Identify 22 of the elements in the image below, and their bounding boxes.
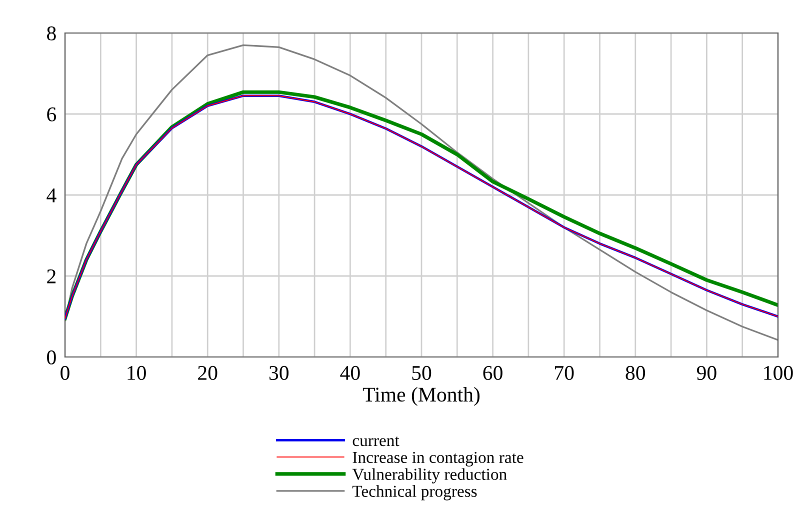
legend-label: current	[352, 436, 400, 446]
legend-label: Technical progress	[352, 485, 477, 500]
legend-label: Vulnerability reduction	[352, 468, 507, 484]
y-tick-label: 2	[47, 269, 56, 284]
x-tick-label: 60	[483, 366, 502, 380]
x-tick-label: 100	[764, 366, 793, 380]
y-tick-label: 6	[47, 107, 56, 122]
x-tick-label: 30	[269, 366, 289, 380]
x-tick-label: 10	[128, 366, 146, 380]
y-tick-label: 0	[47, 350, 56, 364]
legend-label: Increase in contagion rate	[352, 452, 524, 466]
x-axis-title: Time (Month)	[362, 387, 480, 406]
y-tick-label: 4	[46, 188, 56, 202]
x-tick-label: 50	[412, 366, 432, 380]
x-tick-label: 40	[340, 366, 360, 380]
x-tick-label: 20	[198, 366, 218, 380]
x-tick-label: 90	[696, 366, 716, 380]
line-series	[65, 44, 778, 341]
x-tick-label: 80	[626, 366, 646, 380]
y-tick-label: 8	[47, 26, 56, 40]
x-tick-label: 0	[60, 366, 70, 380]
x-tick-label: 70	[555, 366, 574, 380]
